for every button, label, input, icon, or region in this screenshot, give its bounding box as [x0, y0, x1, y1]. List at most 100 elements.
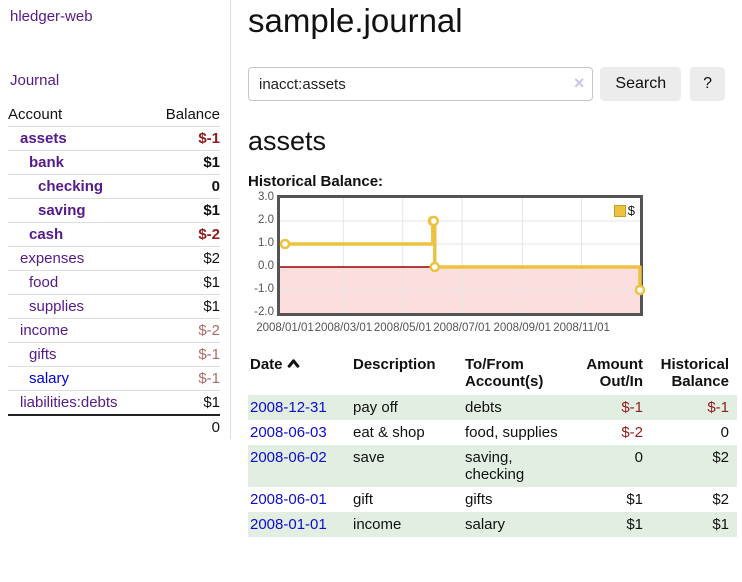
date-header-label: Date [250, 356, 283, 373]
account-link-supplies[interactable]: supplies [29, 298, 85, 315]
register-row: 2008-06-02 save saving, checking 0 $2 [248, 445, 737, 487]
account-link-bank[interactable]: bank [29, 154, 65, 171]
account-balance: 0 [149, 174, 220, 199]
account-balance: $-1 [149, 342, 220, 367]
transaction-date-link[interactable]: 2008-06-02 [250, 449, 327, 466]
historical-balance-chart: $ 3.0 2.0 1.0 0.0 -1.0 -2.0 2008/01/01 2008/03/… [248, 191, 725, 337]
account-balance: $-1 [149, 366, 220, 391]
transaction-accounts: salary [465, 516, 506, 533]
register-header-balance: Historical Balance [660, 356, 729, 390]
transaction-accounts: debts [465, 399, 502, 416]
account-balance: $1 [149, 198, 220, 223]
transaction-accounts: gifts [465, 491, 493, 508]
search-button[interactable]: Search [600, 67, 682, 101]
account-link-income[interactable]: income [20, 322, 69, 339]
transaction-description: income [353, 516, 402, 533]
account-link-expenses[interactable]: expenses [20, 250, 85, 267]
register-row: 2008-01-01 income salary $1 $1 [248, 512, 737, 537]
account-link-food[interactable]: food [29, 274, 59, 291]
x-axis-tick-label: 2008/01/01 [256, 322, 314, 334]
account-row: liabilities:debts $1 [8, 390, 220, 415]
transaction-description: gift [353, 491, 374, 508]
y-axis-tick-label: 0.0 [258, 260, 274, 272]
account-balance: $2 [149, 246, 220, 271]
accounts-table: Account Balance assets $-1 bank $1 check… [8, 103, 220, 439]
register-row: 2008-12-31 pay off debts $-1 $-1 [248, 395, 737, 420]
search-help-button[interactable]: ? [690, 67, 725, 101]
x-axis-tick-label: 2008/03/01 [314, 322, 373, 334]
transaction-balance: 0 [720, 424, 729, 441]
account-balance: $1 [149, 294, 220, 319]
account-heading: assets [248, 126, 327, 156]
register-header-accounts: To/From Account(s) [465, 356, 544, 390]
transaction-amount: $1 [626, 491, 643, 508]
transaction-date-link[interactable]: 2008-12-31 [250, 399, 327, 416]
legend-label: $ [627, 203, 635, 218]
app-title-link[interactable]: hledger-web [10, 8, 93, 25]
register-header-date[interactable]: Date [248, 352, 345, 395]
account-link-liabilities-debts[interactable]: liabilities:debts [20, 394, 118, 411]
account-row: income $-2 [8, 318, 220, 343]
register-header-description: Description [353, 356, 436, 373]
accounts-total-row: 0 [8, 414, 220, 439]
account-row: gifts $-1 [8, 342, 220, 367]
account-link-checking[interactable]: checking [38, 178, 104, 195]
account-link-salary[interactable]: salary [29, 370, 70, 387]
account-row: assets $-1 [8, 126, 220, 151]
account-row: expenses $2 [8, 246, 220, 271]
y-axis-tick-label: 2.0 [258, 214, 274, 226]
chart-legend: $ [611, 202, 637, 219]
transaction-balance: $2 [712, 449, 729, 466]
register-table: Date Description To/From Account(s) Amou… [248, 352, 737, 537]
x-axis-tick-label: 2008/05/01 [373, 322, 432, 334]
y-axis-tick-label: 3.0 [258, 191, 274, 203]
account-row: checking 0 [8, 174, 220, 199]
search-form: × Search ? [248, 67, 725, 101]
account-balance: $-2 [149, 222, 220, 247]
register-row: 2008-06-03 eat & shop food, supplies $-2… [248, 420, 737, 445]
transaction-amount: $-2 [621, 424, 643, 441]
account-link-saving[interactable]: saving [38, 202, 86, 219]
x-axis-tick-label: 2008/07/01 [433, 322, 491, 334]
transaction-balance: $1 [712, 516, 729, 533]
accounts-total: 0 [149, 414, 220, 439]
transaction-date-link[interactable]: 2008-01-01 [250, 516, 327, 533]
y-axis-tick-label: -1.0 [254, 283, 274, 295]
account-row: bank $1 [8, 150, 220, 175]
account-link-gifts[interactable]: gifts [29, 346, 57, 363]
account-row: food $1 [8, 270, 220, 295]
y-axis-tick-label: 1.0 [258, 237, 274, 249]
transaction-balance: $2 [712, 491, 729, 508]
transaction-accounts: food, supplies [465, 424, 558, 441]
search-input[interactable] [248, 67, 594, 101]
account-balance: $1 [149, 270, 220, 295]
transaction-date-link[interactable]: 2008-06-03 [250, 424, 327, 441]
chart-plot: $ [277, 195, 646, 316]
accounts-header-balance: Balance [165, 106, 220, 123]
register-header-amount: Amount Out/In [586, 356, 643, 390]
account-row: supplies $1 [8, 294, 220, 319]
account-link-assets[interactable]: assets [20, 130, 67, 147]
transaction-description: pay off [353, 399, 398, 416]
clear-search-icon[interactable]: × [573, 73, 585, 93]
sort-ascending-icon [287, 359, 299, 368]
account-row: cash $-2 [8, 222, 220, 247]
transaction-date-link[interactable]: 2008-06-01 [250, 491, 327, 508]
legend-swatch-icon [613, 204, 626, 217]
transaction-balance: $-1 [707, 399, 729, 416]
account-row: salary $-1 [8, 366, 220, 391]
x-axis-tick-label: 2008/11/01 [553, 322, 610, 334]
transaction-description: save [353, 449, 385, 466]
sidebar: hledger-web Journal Account Balance asse… [0, 0, 231, 439]
account-row: saving $1 [8, 198, 220, 223]
accounts-header-account: Account [8, 106, 63, 123]
account-link-cash[interactable]: cash [29, 226, 64, 243]
x-axis-tick-label: 2008/09/01 [493, 322, 552, 334]
main-content: sample.journal × Search ? assets Histori… [231, 0, 737, 557]
sidebar-item-journal[interactable]: Journal [10, 72, 60, 89]
transaction-amount: $1 [626, 516, 643, 533]
app: hledger-web Journal Account Balance asse… [0, 0, 737, 557]
account-balance: $1 [149, 390, 220, 415]
transaction-accounts: saving, checking [465, 449, 525, 483]
transaction-description: eat & shop [353, 424, 425, 441]
